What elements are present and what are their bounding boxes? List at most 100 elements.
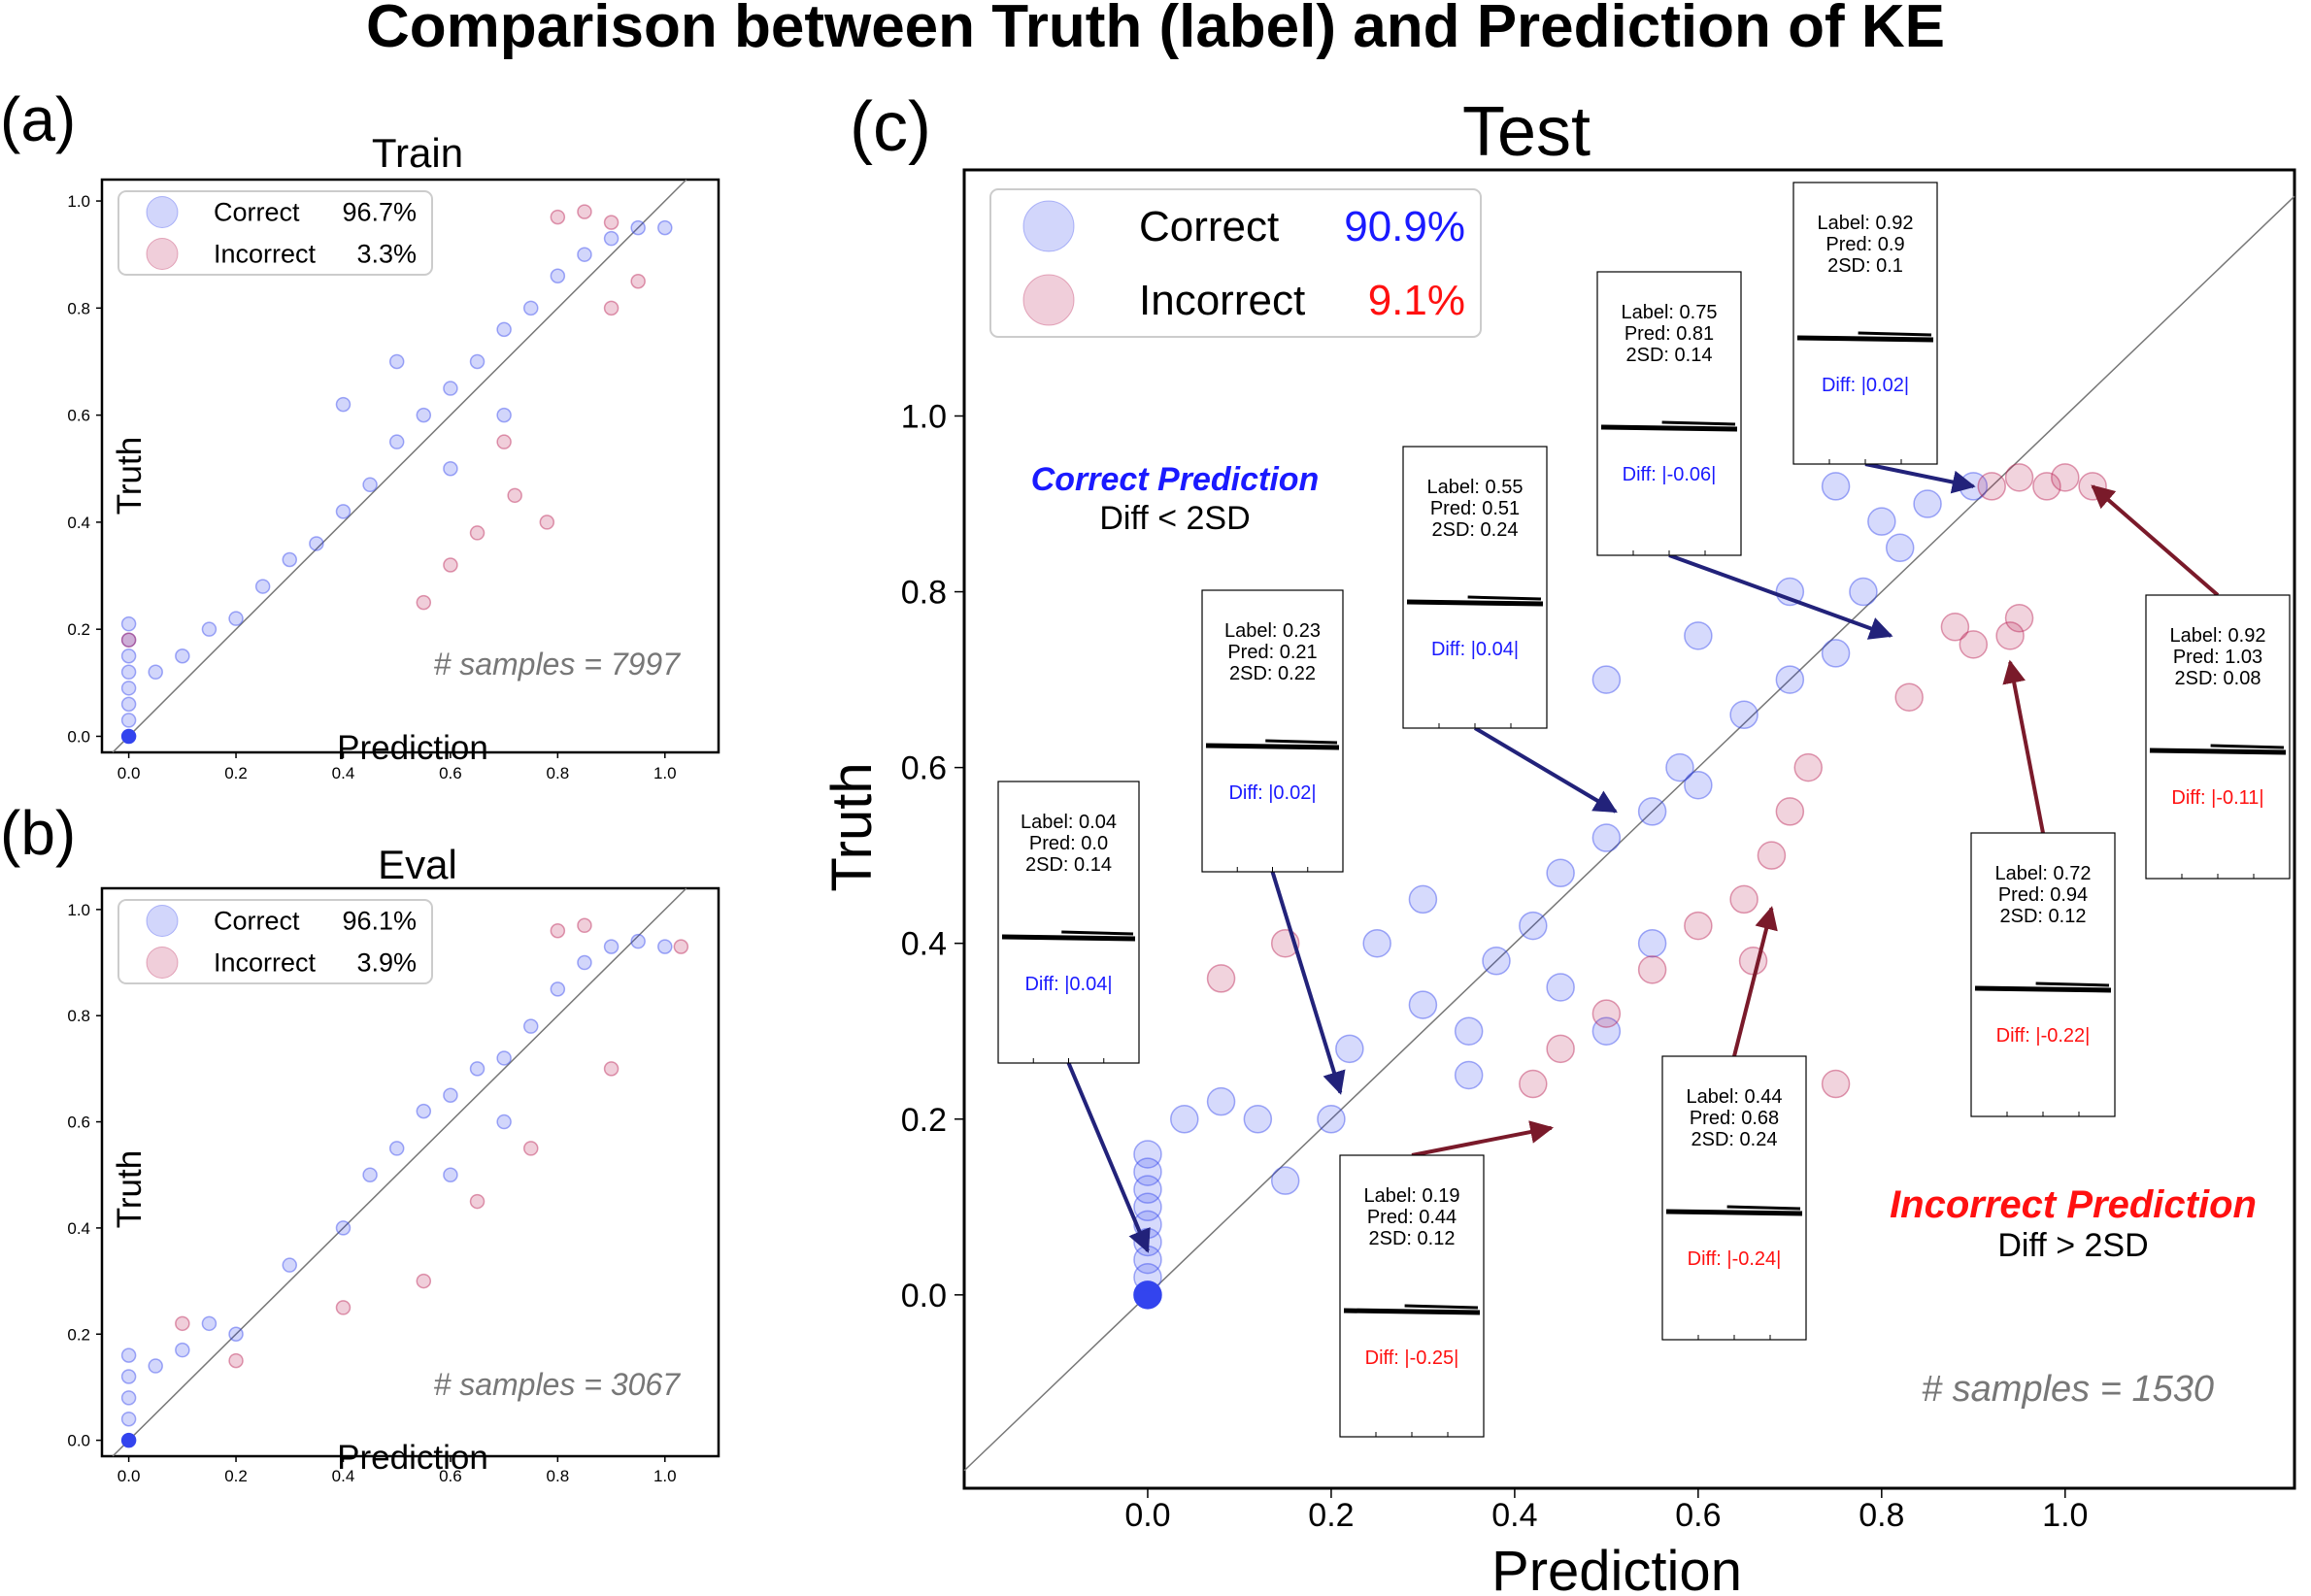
inset-diff: Diff: |0.04| — [1024, 974, 1112, 995]
scatter-point-correct — [469, 353, 486, 370]
scatter-point-incorrect — [228, 1352, 244, 1369]
scatter-point-correct — [603, 939, 620, 954]
scatter-point-incorrect — [630, 274, 646, 289]
x-tick-label: 1.0 — [2042, 1497, 2088, 1534]
inset-trace — [1600, 424, 1738, 432]
scatter-point-correct — [362, 1167, 378, 1182]
incorrect-prediction-title: Incorrect Prediction — [1890, 1183, 2257, 1226]
incorrect-prediction-text: Diff > 2SD — [1997, 1227, 2148, 1264]
scatter-point-correct — [1546, 973, 1575, 1002]
panel-b-title: Eval — [378, 842, 457, 887]
scatter-point-incorrect — [577, 917, 592, 934]
inset-box — [997, 781, 1140, 1064]
scatter-point-incorrect — [1637, 955, 1667, 984]
panel-label-b: (b) — [0, 798, 76, 868]
scatter-point-correct — [1408, 990, 1438, 1019]
diagonal-line — [112, 179, 687, 753]
inset-pred: Pred: 0.21 — [1227, 642, 1317, 663]
inset-pred: Pred: 0.68 — [1690, 1108, 1779, 1129]
scatter-point-correct — [496, 1114, 512, 1130]
inset-trace-fragment — [1404, 1304, 1479, 1310]
inset-label: Label: 0.72 — [1995, 863, 2092, 884]
panel-c-samples: # samples = 1530 — [1922, 1369, 2214, 1410]
scatter-point-correct — [1133, 1280, 1162, 1310]
x-tick-label: 0.0 — [117, 764, 141, 782]
scatter-point-incorrect — [1793, 752, 1823, 782]
inset-trace-fragment — [1467, 595, 1542, 601]
inset-sd: 2SD: 0.22 — [1229, 663, 1316, 684]
x-tick-label: 0.0 — [1124, 1497, 1170, 1534]
legend-value-incorrect: 9.1% — [1368, 277, 1465, 324]
scatter-point-correct — [550, 268, 566, 284]
panel-c-title: Test — [1462, 93, 1591, 171]
scatter-point-correct — [120, 1369, 137, 1384]
x-tick-label: 0.2 — [224, 1467, 248, 1485]
scatter-point-correct — [443, 461, 458, 477]
inset-trace — [1001, 934, 1136, 942]
scatter-point-correct — [1665, 752, 1694, 782]
y-tick-label: 1.0 — [901, 398, 947, 435]
x-tick-label: 0.4 — [332, 764, 355, 782]
inset-trace — [1406, 599, 1544, 607]
legend-marker-correct — [146, 905, 179, 937]
legend-label-correct: Correct — [1139, 203, 1279, 250]
scatter-point-correct — [577, 247, 592, 262]
scatter-point-incorrect — [2004, 463, 2034, 492]
inset-trace — [1205, 743, 1340, 750]
inset-box — [1596, 271, 1742, 556]
y-tick-label: 1.0 — [67, 901, 90, 919]
inset-trace-fragment — [1061, 930, 1134, 936]
scatter-point-correct — [630, 933, 646, 949]
scatter-point-correct — [228, 1326, 244, 1343]
inset-box — [1661, 1055, 1807, 1341]
scatter-point-correct — [309, 536, 324, 551]
scatter-point-correct — [496, 407, 512, 423]
scatter-point-incorrect — [673, 939, 689, 954]
scatter-point-incorrect — [1591, 999, 1622, 1028]
y-tick-label: 0.0 — [67, 727, 90, 746]
inset-diff: Diff: |-0.25| — [1365, 1347, 1459, 1369]
legend-value-incorrect: 3.9% — [356, 948, 417, 978]
scatter-point-incorrect — [175, 1315, 190, 1332]
scatter-point-correct — [120, 681, 137, 696]
scatter-point-correct — [1362, 928, 1391, 958]
panel-c-plot-area: 0.0 0.2 0.4 0.6 0.8 1.0 0.0 0.2 0.4 0.6 0.8 1.0 — [901, 195, 2295, 1534]
x-tick-label: 0.8 — [547, 1467, 570, 1485]
scatter-point-correct — [201, 621, 218, 637]
scatter-point-incorrect — [522, 1141, 539, 1156]
scatter-point-correct — [1133, 1262, 1162, 1292]
y-tick-label: 0.2 — [67, 620, 90, 639]
legend-marker-correct — [146, 196, 179, 228]
scatter-point-correct — [1867, 507, 1896, 536]
inset-arrow — [1270, 871, 1346, 1095]
panel-b-legend: Correct 96.1% Incorrect 3.9% — [117, 899, 433, 984]
scatter-point-correct — [148, 664, 163, 681]
y-tick-label: 0.6 — [901, 750, 947, 787]
x-tick-label: 0.6 — [439, 764, 462, 782]
scatter-point-correct — [1408, 884, 1438, 914]
x-tick-label: 0.8 — [547, 764, 570, 782]
panel-label-a: (a) — [0, 84, 76, 154]
inset-sd: 2SD: 0.24 — [1691, 1129, 1778, 1150]
scatter-point-correct — [1913, 489, 1942, 518]
panel-a-ylabel: Truth — [111, 437, 149, 515]
y-tick-label: 0.6 — [67, 1114, 90, 1132]
x-tick-label: 0.4 — [1491, 1497, 1537, 1534]
scatter-point-incorrect — [1546, 1034, 1575, 1064]
legend-marker-correct — [1022, 200, 1075, 252]
inset-arrow — [1668, 553, 1893, 640]
inset-box — [1339, 1154, 1485, 1438]
scatter-point-correct — [657, 219, 673, 236]
legend-label-incorrect: Incorrect — [1139, 277, 1305, 324]
inset-pred: Pred: 0.9 — [1825, 234, 1904, 255]
scatter-point-correct — [175, 648, 190, 664]
inset-arrow — [1066, 1062, 1151, 1253]
scatter-point-incorrect — [1684, 911, 1713, 941]
scatter-point-incorrect — [416, 594, 432, 611]
scatter-point-correct — [1270, 1166, 1300, 1195]
scatter-point-incorrect — [496, 434, 512, 449]
panel-b-ylabel: Truth — [111, 1150, 149, 1228]
